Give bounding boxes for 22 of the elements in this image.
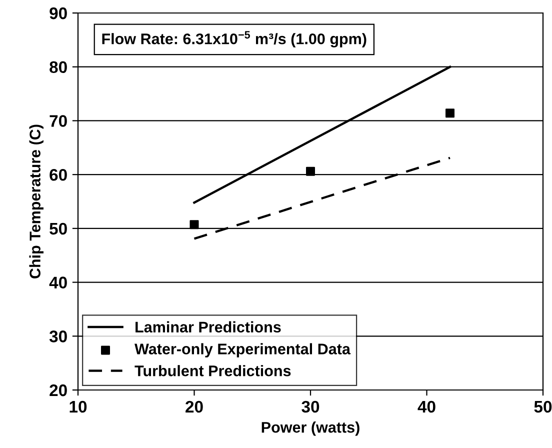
y-tick-label: 20: [50, 384, 67, 396]
point: [190, 220, 199, 230]
y-tick-label: 60: [50, 168, 67, 181]
point: [446, 108, 454, 118]
y-tick-label: 70: [50, 115, 67, 127]
annotation: Flow Rate: 6.31x10$^{−5}$ m³/s (1.00 gpm): [102, 31, 366, 48]
y-tick-label: 80: [50, 61, 67, 74]
legend-label: Water-only Experimental Data: [134, 343, 351, 358]
x-tick-label: 50: [534, 400, 552, 413]
x-axis-title: Power (watts): [262, 422, 360, 436]
y-tick-label: 40: [49, 276, 67, 288]
y-tick-label: 30: [49, 330, 67, 342]
x-tick-label: 40: [418, 400, 436, 413]
y-tick-label: 90: [50, 7, 67, 20]
legend-label: Laminar Predictions: [136, 321, 281, 333]
x-tick-label: 30: [302, 400, 320, 413]
point: [306, 166, 315, 176]
y-axis-title: Chip Temperature (C): [29, 124, 44, 278]
y-tick-label: 50: [50, 222, 67, 235]
x-tick-label: 10: [70, 400, 87, 413]
x-tick-label: 20: [186, 400, 203, 413]
legend-label: Turbulent Predictions: [134, 365, 291, 376]
